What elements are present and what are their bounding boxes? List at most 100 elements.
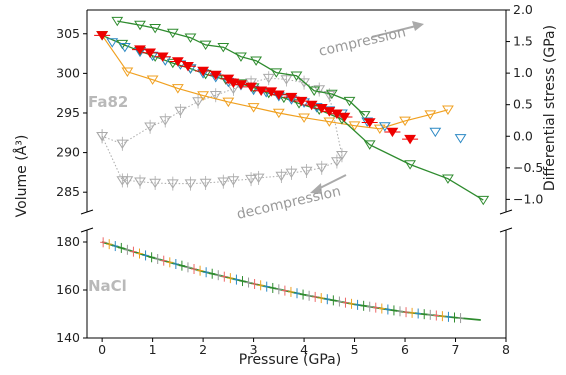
red-point (235, 80, 247, 90)
orange-point (373, 124, 386, 135)
right-tick-label: −0.5 (513, 160, 543, 175)
x-tick-label: 0 (98, 342, 106, 357)
green-point (442, 174, 454, 184)
x-axis-label: Pressure (GPa) (239, 352, 341, 368)
x-tick-label: 3 (250, 342, 258, 357)
panel-label-nacl: NaCl (88, 277, 127, 295)
break-mark-right-bottom (499, 227, 513, 233)
orange-point (298, 113, 310, 123)
right-tick-label: 2.0 (513, 2, 533, 17)
green-point (217, 42, 230, 53)
bottom-y-tick-label: 180 (56, 234, 80, 249)
break-mark-left-top (80, 209, 94, 215)
green-point (404, 160, 416, 170)
red-point (245, 82, 257, 93)
blue-point (118, 42, 131, 53)
nacl-series (100, 237, 481, 324)
green-point (149, 23, 162, 34)
blue-point (454, 134, 467, 144)
green-point (270, 68, 283, 78)
x-tick-label: 7 (452, 342, 460, 357)
y-axis-label-left: Volume (Å³) (13, 135, 30, 218)
fa82-panel: 285 290 295 300 305 −1.0 −0.5 0.0 0.5 1.0 1.5 2.0 (56, 2, 543, 215)
red-point (134, 45, 146, 55)
orange-point (247, 103, 260, 113)
compression-annotation: compression (317, 24, 407, 60)
orange-point (424, 110, 437, 120)
green-point (111, 16, 124, 27)
green-point (477, 195, 490, 206)
x-tick-label: 6 (401, 342, 409, 357)
break-mark-right-top (499, 209, 513, 215)
orange-point (146, 75, 159, 85)
red-point (305, 100, 318, 111)
green-point (358, 111, 371, 121)
decompression-annotation: decompression (235, 183, 342, 222)
decompression-arrowhead (310, 183, 322, 194)
left-tick-label: 290 (56, 145, 80, 160)
red-point (209, 70, 222, 81)
orange-point (323, 117, 336, 127)
orange-point (272, 108, 285, 119)
red-point (182, 61, 194, 72)
red-point (156, 52, 169, 62)
orange-point (442, 105, 454, 116)
orange-point (171, 84, 184, 94)
red-point (96, 31, 109, 41)
y-axis-label-right: Differential stress (GPa) (542, 25, 558, 191)
green-point (308, 86, 321, 96)
nacl-fit-line (101, 241, 481, 321)
green-point (277, 93, 290, 104)
blue-point (378, 122, 391, 132)
red-point (386, 127, 399, 138)
break-mark-left-bottom (80, 227, 94, 233)
red-point (363, 118, 376, 128)
red-point (272, 90, 285, 100)
annotations (310, 21, 424, 194)
right-tick-label: 1.5 (513, 34, 533, 49)
x-tick-label: 8 (502, 342, 510, 357)
stress-series (96, 71, 348, 191)
green-point (166, 28, 179, 39)
green-point (166, 58, 179, 69)
left-tick-label: 305 (56, 26, 80, 41)
left-tick-label: 300 (56, 65, 80, 80)
blue-point (429, 127, 442, 138)
orange-point (399, 116, 411, 127)
red-point (144, 48, 157, 58)
orange-line (101, 34, 449, 130)
right-tick-label: 1.0 (513, 65, 533, 80)
green-point (343, 96, 356, 107)
green-line (117, 20, 366, 116)
red-point (315, 103, 328, 114)
green-point (363, 140, 376, 150)
red-point (171, 57, 184, 67)
red-point (295, 96, 308, 107)
compression-arrowhead (412, 21, 424, 31)
green-point (199, 40, 212, 51)
blue-point (106, 38, 119, 48)
green-point (290, 71, 303, 81)
red-point (330, 109, 343, 119)
x-tick-label: 1 (149, 342, 157, 357)
red-point (338, 112, 351, 123)
red-series (94, 31, 419, 145)
panel-label-fa82: Fa82 (88, 93, 128, 111)
bottom-y-tick-label: 160 (56, 282, 80, 297)
right-tick-label: −1.0 (513, 191, 543, 206)
stress-line (101, 77, 343, 185)
red-point (404, 134, 416, 145)
orange-point (222, 97, 235, 108)
x-tick-label: 2 (199, 342, 207, 357)
red-point (255, 86, 268, 96)
green-point (235, 52, 247, 62)
green-point (184, 33, 197, 43)
red-point (265, 87, 278, 97)
top-axes: 285 290 295 300 305 −1.0 −0.5 0.0 0.5 1.0 1.5 2.0 (56, 2, 543, 215)
green-point (325, 89, 338, 100)
right-tick-label: 0.0 (513, 128, 533, 143)
nacl-panel: 140 160 180 0 1 2 3 4 5 6 7 8 (56, 227, 513, 357)
bottom-axes: 140 160 180 0 1 2 3 4 5 6 7 8 (56, 227, 513, 357)
x-tick-label: 4 (300, 342, 308, 357)
